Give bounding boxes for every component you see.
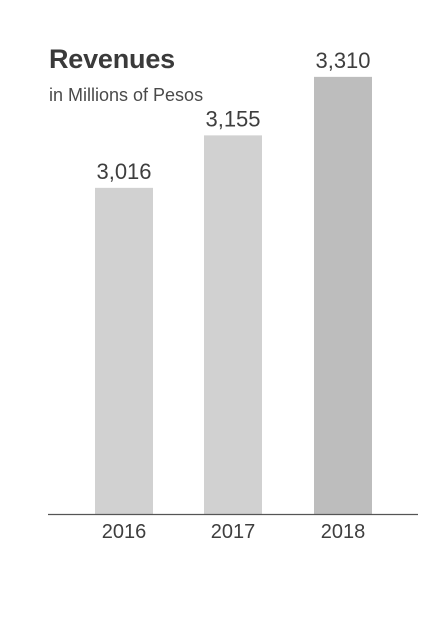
value-label-2017: 3,155 [205,106,260,131]
x-tick-label-2017: 2017 [211,521,256,543]
value-label-2016: 3,016 [96,159,151,184]
bar-2018 [314,76,372,514]
x-tick-label-2018: 2018 [321,521,366,543]
chart-subtitle: in Millions of Pesos [49,85,204,105]
bars-group [95,76,372,514]
bar-2017 [204,135,262,514]
x-tick-label-2016: 2016 [102,521,147,543]
chart-title: Revenues [49,44,175,74]
value-labels-group: 3,016 3,155 3,310 [96,48,370,184]
value-label-2018: 3,310 [315,48,370,73]
bar-2016 [95,187,153,514]
x-tick-labels-group: 2016 2017 2018 [102,521,366,543]
